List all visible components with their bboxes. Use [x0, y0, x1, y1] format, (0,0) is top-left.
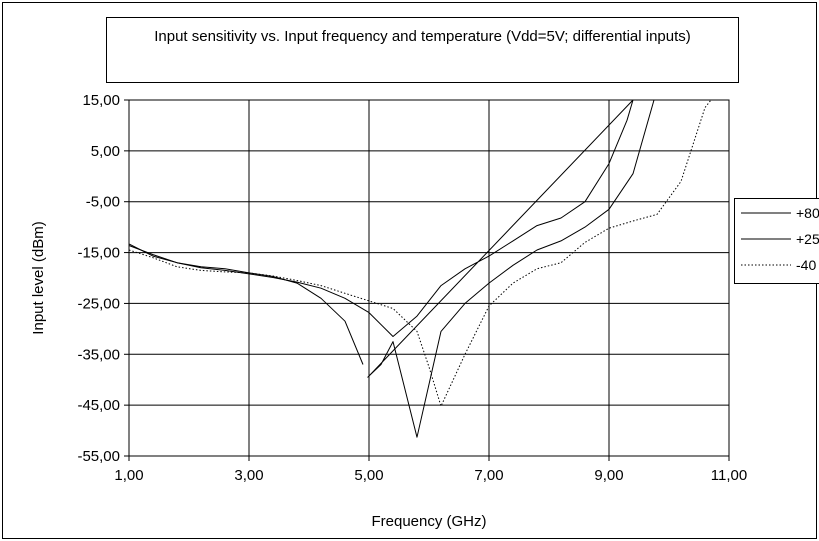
legend — [734, 198, 819, 284]
x-tick-label: 5,00 — [354, 467, 383, 484]
legend-label: +80 — [796, 205, 819, 221]
x-tick-label: 11,00 — [711, 467, 747, 484]
y-tick-label: -25,00 — [77, 295, 120, 312]
legend-items: +80 +25 -40 — [741, 205, 819, 273]
plot-area — [128, 99, 730, 457]
y-tick-label: -55,00 — [77, 448, 120, 465]
y-tick-label: -45,00 — [77, 397, 120, 414]
x-tick-label: 9,00 — [594, 467, 623, 484]
series-line--40 — [128, 99, 712, 407]
x-tick-label: 7,00 — [474, 467, 503, 484]
grid-lines — [128, 99, 730, 457]
y-tick-label: -5,00 — [86, 194, 120, 211]
series-layer — [128, 99, 712, 438]
y-tick-label: -15,00 — [77, 245, 120, 262]
x-axis-tick-labels: 1,00 3,00 5,00 7,00 9,00 11,00 — [114, 456, 747, 484]
series-line-+25 — [128, 99, 705, 438]
x-tick-label: 1,00 — [114, 467, 143, 484]
y-tick-label: 5,00 — [91, 143, 120, 160]
y-axis-tick-labels: 15,00 5,00 -5,00 -15,00 -25,00 -35,00 -45,00 -5… — [77, 92, 129, 465]
x-axis-label: Frequency (GHz) — [371, 513, 486, 530]
series-line-+80 — [128, 243, 364, 365]
x-tick-label: 3,00 — [234, 467, 263, 484]
y-axis-label: Input level (dBm) — [30, 221, 47, 334]
legend-label: +25 — [796, 231, 819, 247]
legend-label: -40 — [796, 257, 816, 273]
chart-title: Input sensitivity vs. Input frequency an… — [106, 17, 739, 83]
y-tick-label: -35,00 — [77, 346, 120, 363]
y-tick-label: 15,00 — [82, 92, 120, 109]
